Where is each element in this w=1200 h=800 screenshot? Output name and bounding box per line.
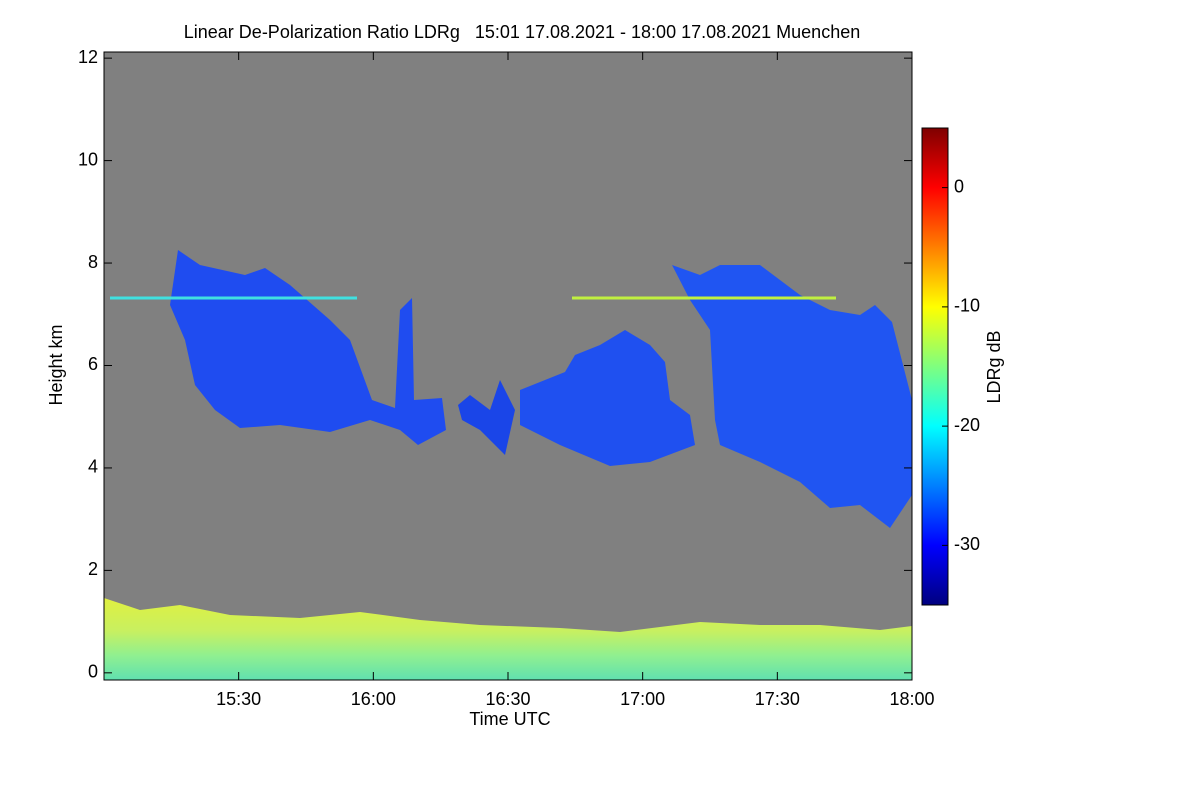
cloud-region (458, 380, 515, 455)
chart-title: Linear De-Polarization Ratio LDRg 15:01 … (184, 22, 860, 42)
x-tick-label: 15:30 (216, 689, 261, 709)
x-tick-label: 18:00 (889, 689, 934, 709)
y-tick-label: 12 (78, 47, 98, 67)
colorbar-tick-label: -20 (954, 415, 980, 435)
x-tick-label: 16:30 (485, 689, 530, 709)
y-tick-label: 4 (88, 457, 98, 477)
colorbar-tick-label: 0 (954, 176, 964, 196)
colorbar-label: LDRg dB (984, 330, 1004, 403)
y-tick-label: 0 (88, 662, 98, 682)
colorbar-tick-label: -30 (954, 534, 980, 554)
x-tick-label: 17:30 (755, 689, 800, 709)
y-tick-label: 6 (88, 354, 98, 374)
x-tick-label: 17:00 (620, 689, 665, 709)
x-axis-label: Time UTC (469, 709, 550, 729)
cloud-region (672, 265, 912, 528)
y-axis-label: Height km (46, 324, 66, 405)
ground-aerosol (104, 598, 912, 680)
y-tick-label: 8 (88, 252, 98, 272)
x-tick-label: 16:00 (351, 689, 396, 709)
y-tick-label: 10 (78, 149, 98, 169)
colorbar (921, 127, 949, 606)
colorbar-tick-label: -10 (954, 296, 980, 316)
cloud-layer (104, 250, 912, 680)
cloud-region (520, 330, 695, 466)
y-tick-label: 2 (88, 559, 98, 579)
